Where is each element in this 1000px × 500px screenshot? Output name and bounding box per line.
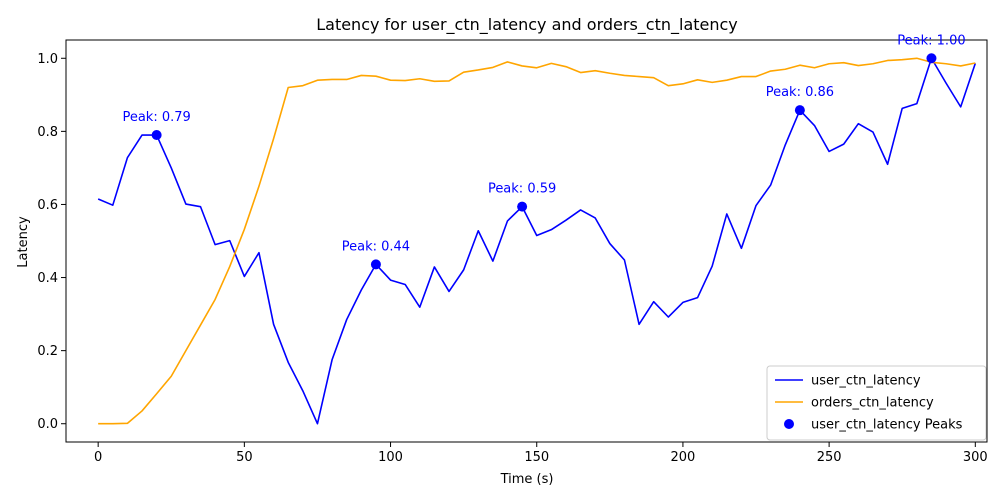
- x-tick-label: 300: [963, 450, 988, 465]
- series-line-orders-ctn-latency: [98, 57, 976, 425]
- y-tick-label: 0.2: [37, 344, 58, 359]
- x-axis-label: Time (s): [500, 472, 554, 487]
- peak-label: Peak: 1.00: [897, 33, 965, 48]
- peak-marker: [370, 259, 381, 270]
- y-tick-label: 0.0: [37, 417, 58, 432]
- x-tick-label: 200: [671, 450, 696, 465]
- chart-title: Latency for user_ctn_latency and orders_…: [316, 15, 738, 35]
- peak-marker: [794, 105, 805, 116]
- y-tick-label: 0.8: [37, 125, 58, 140]
- legend-box: [766, 365, 987, 441]
- legend-swatch-marker: [784, 419, 794, 429]
- peak-marker: [517, 201, 528, 212]
- peak-label: Peak: 0.44: [342, 239, 410, 254]
- x-tick-label: 250: [817, 450, 842, 465]
- plot-area: 0 50 100 150 200 250 300 0.0 0.2 0.4 0.6 0.8 1.0 Peak…: [37, 33, 987, 465]
- legend-entry-label: user_ctn_latency: [811, 374, 921, 389]
- x-tick-label: 150: [524, 450, 549, 465]
- y-tick-label: 0.4: [37, 271, 58, 286]
- peak-label: Peak: 0.86: [766, 85, 834, 100]
- y-axis-label: Latency: [16, 216, 31, 268]
- x-tick-label: 100: [378, 450, 403, 465]
- peak-marker: [151, 130, 162, 141]
- peak-label: Peak: 0.79: [122, 110, 190, 125]
- peak-label: Peak: 0.59: [488, 182, 556, 197]
- legend-entry-label: orders_ctn_latency: [811, 396, 934, 411]
- y-tick-label: 1.0: [37, 52, 58, 67]
- peak-marker: [926, 53, 937, 64]
- legend-entry-label: user_ctn_latency Peaks: [811, 418, 963, 433]
- plot-frame: [65, 39, 988, 443]
- legend: user_ctn_latency orders_ctn_latency user_c…: [766, 365, 987, 441]
- y-tick-label: 0.6: [37, 198, 58, 213]
- x-tick-label: 0: [94, 450, 102, 465]
- series-line-user-ctn-latency: [97, 57, 977, 425]
- x-tick-label: 50: [236, 450, 253, 465]
